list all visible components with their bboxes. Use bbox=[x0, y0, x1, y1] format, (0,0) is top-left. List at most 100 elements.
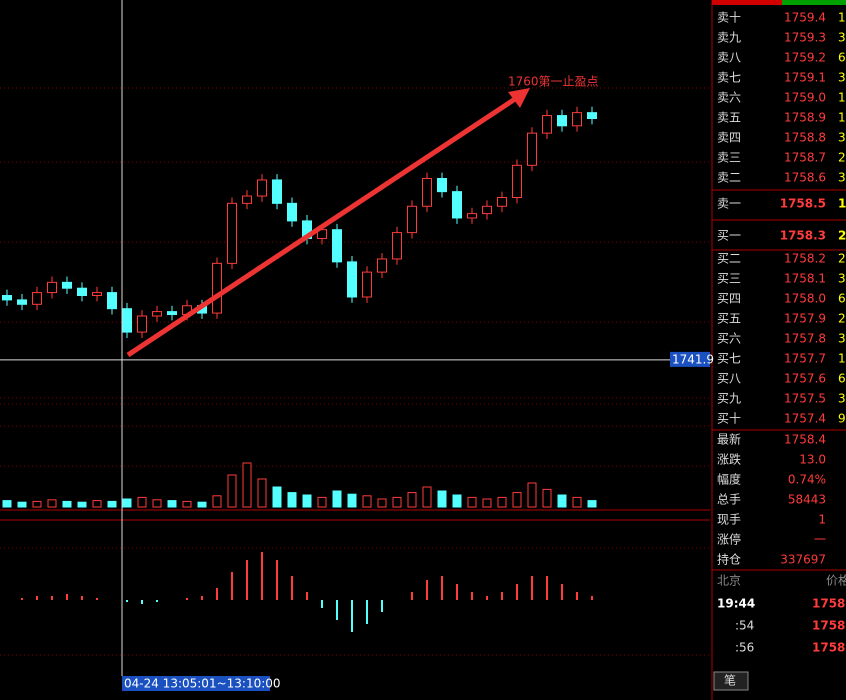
row-label: 买四 bbox=[717, 292, 741, 306]
time-label: 04-24 13:05:01~13:10:00 bbox=[124, 677, 281, 691]
candle-body bbox=[257, 179, 267, 197]
row-volume: 2 bbox=[838, 312, 846, 326]
tick-price: 1758. bbox=[812, 597, 846, 611]
row-price: 1758.3 bbox=[780, 229, 826, 243]
volume-bar bbox=[317, 496, 327, 508]
candle-body bbox=[467, 213, 477, 219]
row-volume: 3 bbox=[838, 392, 846, 406]
row-price: 1759.1 bbox=[784, 71, 826, 85]
row-price: 1757.9 bbox=[784, 312, 826, 326]
tab-label[interactable]: 笔 bbox=[724, 673, 736, 688]
volume-bar bbox=[302, 494, 312, 508]
row-price: 1757.8 bbox=[784, 332, 826, 346]
arrow-head bbox=[508, 88, 530, 108]
row-price: 1758.8 bbox=[784, 131, 826, 145]
volume-bar bbox=[332, 490, 342, 508]
candle-body bbox=[332, 229, 342, 263]
row-label: 最新 bbox=[717, 432, 741, 447]
volume-bar bbox=[242, 462, 252, 508]
volume-bar bbox=[212, 495, 222, 508]
candle-body bbox=[212, 262, 222, 314]
tick-time: :56 bbox=[735, 641, 754, 655]
candle-body bbox=[167, 311, 177, 316]
time-tag bbox=[122, 676, 270, 691]
row-label: 幅度 bbox=[717, 472, 741, 487]
volume-bar bbox=[62, 500, 72, 508]
volume-bar bbox=[17, 501, 27, 508]
volume-bar bbox=[392, 496, 402, 508]
candle-body bbox=[77, 287, 87, 297]
volume-bar bbox=[467, 496, 477, 508]
volume-bar bbox=[407, 492, 417, 508]
row-price: 1757.6 bbox=[784, 372, 826, 386]
volume-bar bbox=[437, 490, 447, 508]
candle-body bbox=[152, 311, 162, 317]
row-price: 1757.4 bbox=[784, 412, 826, 426]
tick-price: 1758. bbox=[812, 641, 846, 655]
row-volume: 6 bbox=[838, 372, 846, 386]
row-label: 买二 bbox=[717, 252, 741, 266]
row-price: 1759.2 bbox=[784, 51, 826, 65]
volume-bar bbox=[527, 482, 537, 508]
volume-bar bbox=[152, 499, 162, 508]
candle-body bbox=[287, 202, 297, 222]
candle-body bbox=[572, 112, 582, 127]
volume-bar bbox=[587, 500, 597, 508]
candle-body bbox=[377, 258, 387, 273]
row-volume: 1 bbox=[838, 352, 846, 366]
row-price: 1758.5 bbox=[780, 197, 826, 211]
row-volume: 2 bbox=[838, 229, 846, 243]
tick-header: 北京 bbox=[717, 574, 741, 588]
candle-body bbox=[452, 191, 462, 219]
row-label: 买九 bbox=[717, 392, 741, 406]
row-price: 337697 bbox=[780, 553, 826, 567]
row-label: 卖四 bbox=[717, 131, 741, 145]
row-price: 58443 bbox=[788, 493, 826, 507]
volume-bar bbox=[452, 494, 462, 508]
candle-body bbox=[512, 164, 522, 199]
candle-body bbox=[362, 271, 372, 298]
row-price: 1758.1 bbox=[784, 272, 826, 286]
row-label: 卖六 bbox=[717, 91, 741, 105]
volume-bar bbox=[347, 493, 357, 508]
tick-price: 1758. bbox=[812, 619, 846, 633]
side-panel: 卖十 1759.4 1 卖九 1759.3 3 卖八 1759.2 6 卖七 1759.1 3 卖六 17… bbox=[712, 11, 846, 691]
row-volume: 1 bbox=[838, 91, 846, 105]
candle-body bbox=[392, 232, 402, 260]
volume-bar bbox=[542, 488, 552, 508]
row-volume: 1 bbox=[838, 197, 846, 211]
volume-bar bbox=[167, 500, 177, 508]
volume-bar bbox=[272, 486, 282, 508]
row-label: 卖十 bbox=[717, 11, 741, 25]
row-label: 买八 bbox=[717, 372, 741, 386]
candle-body bbox=[542, 115, 552, 134]
volume-bar bbox=[512, 492, 522, 508]
volume-bar bbox=[257, 478, 267, 508]
candle-body bbox=[242, 195, 252, 204]
tick-time: :54 bbox=[735, 619, 754, 633]
row-label: 买六 bbox=[717, 332, 741, 346]
candle-body bbox=[482, 205, 492, 215]
candle-body bbox=[32, 292, 42, 305]
row-price: 1758.7 bbox=[784, 151, 826, 165]
row-price: 1759.3 bbox=[784, 31, 826, 45]
row-label: 卖五 bbox=[717, 111, 741, 125]
ratio-bar bbox=[712, 0, 782, 5]
volume-bar bbox=[182, 500, 192, 508]
volume-bar bbox=[2, 500, 12, 508]
row-label: 涨跌 bbox=[717, 452, 741, 467]
row-label: 卖八 bbox=[717, 51, 741, 65]
row-volume: 2 bbox=[838, 151, 846, 165]
row-price: 1757.5 bbox=[784, 392, 826, 406]
row-label: 买三 bbox=[717, 272, 741, 286]
candle-body bbox=[347, 261, 357, 298]
candle-body bbox=[2, 295, 12, 301]
tick-header: 价格 bbox=[826, 573, 846, 588]
candle-body bbox=[227, 202, 237, 264]
row-price: 1758.2 bbox=[784, 252, 826, 266]
volume-bar bbox=[422, 486, 432, 508]
row-price: 1 bbox=[818, 513, 826, 527]
row-price: 0.74% bbox=[788, 473, 826, 487]
tab[interactable] bbox=[713, 671, 749, 691]
